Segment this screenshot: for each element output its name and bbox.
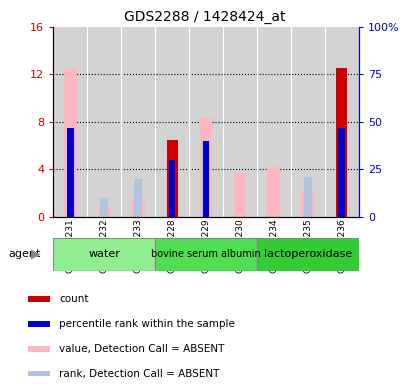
Bar [28, 321, 49, 327]
Text: water: water [88, 249, 120, 260]
Bar [301, 191, 314, 217]
Text: rank, Detection Call = ABSENT: rank, Detection Call = ABSENT [59, 369, 219, 379]
Bar [134, 179, 142, 217]
Bar [28, 371, 49, 376]
Bar [28, 346, 49, 352]
Bar [53, 27, 87, 217]
Text: agent: agent [8, 249, 40, 259]
Bar [324, 27, 358, 217]
Bar [53, 238, 155, 271]
Bar [67, 127, 74, 217]
Bar [28, 296, 49, 302]
Bar [337, 127, 344, 217]
Bar [189, 27, 222, 217]
Bar [97, 207, 110, 217]
Bar [256, 238, 358, 271]
Bar [121, 27, 155, 217]
Bar [131, 199, 144, 217]
Bar [267, 167, 280, 217]
Text: ▶: ▶ [31, 248, 40, 261]
Text: count: count [59, 294, 89, 304]
Bar [202, 141, 209, 217]
Bar [155, 27, 189, 217]
Bar [100, 198, 108, 217]
Text: bovine serum albumin: bovine serum albumin [151, 249, 260, 260]
Bar [64, 68, 76, 217]
Text: GDS2288 / 1428424_at: GDS2288 / 1428424_at [124, 10, 285, 23]
Text: percentile rank within the sample: percentile rank within the sample [59, 319, 235, 329]
Bar [202, 141, 209, 217]
Bar [166, 140, 177, 217]
Bar [155, 238, 256, 271]
Bar [256, 27, 290, 217]
Bar [168, 160, 175, 217]
Bar [335, 68, 346, 217]
Bar [303, 177, 311, 217]
Bar [222, 27, 256, 217]
Bar [290, 27, 324, 217]
Text: value, Detection Call = ABSENT: value, Detection Call = ABSENT [59, 344, 224, 354]
Bar [233, 173, 246, 217]
Bar [87, 27, 121, 217]
Text: lactoperoxidase: lactoperoxidase [263, 249, 351, 260]
Bar [199, 118, 212, 217]
